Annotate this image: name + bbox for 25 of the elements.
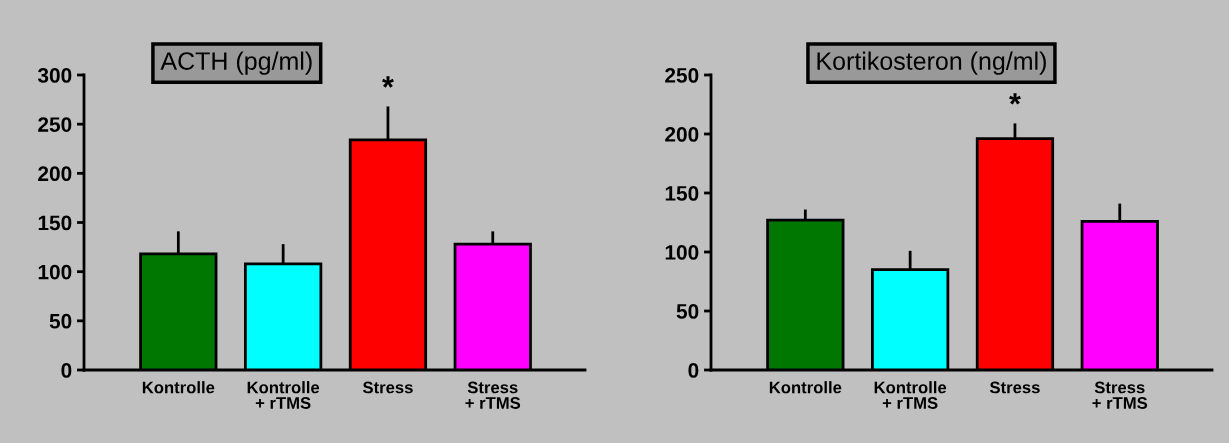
chart-title: Kortikosteron (ng/ml) <box>817 51 1046 75</box>
y-tick-label: 250 <box>665 68 699 83</box>
x-tick-label: Stress <box>989 381 1040 394</box>
y-tick-label: 50 <box>49 313 72 329</box>
y-tick-label: 200 <box>38 166 72 182</box>
x-tick-label: Kontrolle + rTMS <box>247 381 320 409</box>
y-tick-label: 0 <box>61 363 72 378</box>
y-tick-label: 250 <box>38 117 72 132</box>
y-tick-label: 100 <box>665 245 699 260</box>
y-tick-label: 0 <box>688 363 699 378</box>
annotation: * <box>382 76 394 88</box>
x-tick-label: Kontrolle <box>769 381 842 394</box>
y-tick-label: 150 <box>665 186 699 201</box>
y-tick-label: 50 <box>676 304 699 319</box>
x-tick-label: Stress + rTMS <box>1092 381 1148 409</box>
y-tick-label: 150 <box>38 215 72 231</box>
annotation: * <box>1009 93 1021 105</box>
y-tick-label: 200 <box>665 127 699 142</box>
y-tick-label: 100 <box>38 264 72 280</box>
y-tick-label: 300 <box>37 68 72 83</box>
x-tick-label: Kontrolle + rTMS <box>874 381 947 409</box>
x-tick-label: Stress <box>362 381 413 394</box>
chart-title: ACTH (pg/ml) <box>160 51 312 75</box>
x-tick-label: Kontrolle <box>142 381 215 394</box>
x-tick-label: Stress + rTMS <box>465 381 521 409</box>
